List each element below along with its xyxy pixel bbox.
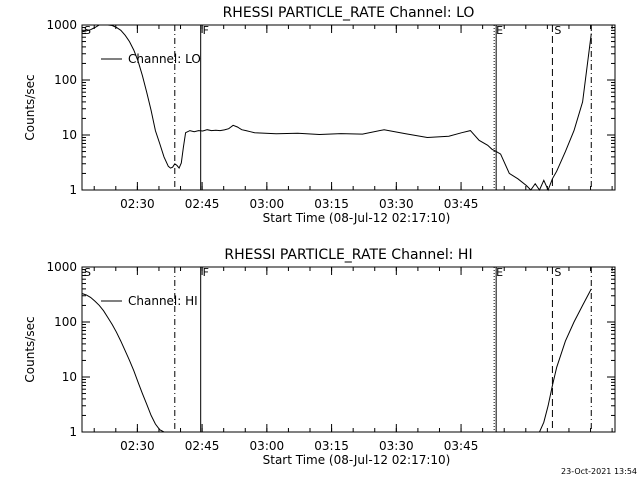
y-tick-label: 100 [54, 73, 77, 87]
y-tick-label: 1 [69, 183, 77, 197]
marker-label: F [203, 24, 209, 37]
y-axis-label: Counts/sec [23, 74, 37, 140]
chart-title: RHESSI PARTICLE_RATE Channel: LO [223, 5, 475, 21]
marker-label: E [496, 266, 503, 279]
y-tick-label: 1000 [46, 260, 77, 274]
x-tick-label: 03:15 [314, 439, 349, 453]
x-tick-label: 03:00 [250, 439, 285, 453]
series-line [81, 24, 592, 192]
marker-label: S [554, 24, 561, 37]
y-axis-label: Counts/sec [23, 316, 37, 382]
x-tick-label: 03:15 [314, 197, 349, 211]
legend-label: Channel: LO [128, 52, 201, 66]
legend-label: Channel: HI [128, 294, 198, 308]
marker-label: F [203, 266, 209, 279]
x-tick-label: 03:30 [379, 197, 414, 211]
y-tick-label: 10 [62, 370, 77, 384]
marker-label: S [84, 266, 91, 279]
x-axis-label: Start Time (08-Jul-12 02:17:10) [263, 211, 451, 225]
y-tick-label: 100 [54, 315, 77, 329]
plot-frame [81, 24, 616, 191]
x-tick-label: 02:30 [120, 439, 155, 453]
x-tick-label: 02:30 [120, 197, 155, 211]
x-tick-label: 02:45 [185, 439, 220, 453]
marker-label: S [554, 266, 561, 279]
y-tick-label: 1 [69, 425, 77, 439]
x-tick-label: 03:45 [444, 439, 479, 453]
x-tick-label: 03:30 [379, 439, 414, 453]
x-tick-label: 03:00 [250, 197, 285, 211]
y-tick-label: 1000 [46, 18, 77, 32]
x-tick-label: 02:45 [185, 197, 220, 211]
x-axis-label: Start Time (08-Jul-12 02:17:10) [263, 453, 451, 467]
chart-title: RHESSI PARTICLE_RATE Channel: HI [224, 247, 472, 263]
plot-frame [81, 266, 616, 433]
series-line [81, 288, 592, 433]
footer-timestamp: 23-Oct-2021 13:54 [561, 467, 637, 476]
x-tick-label: 03:45 [444, 197, 479, 211]
y-tick-label: 10 [62, 128, 77, 142]
marker-label: E [496, 24, 503, 37]
